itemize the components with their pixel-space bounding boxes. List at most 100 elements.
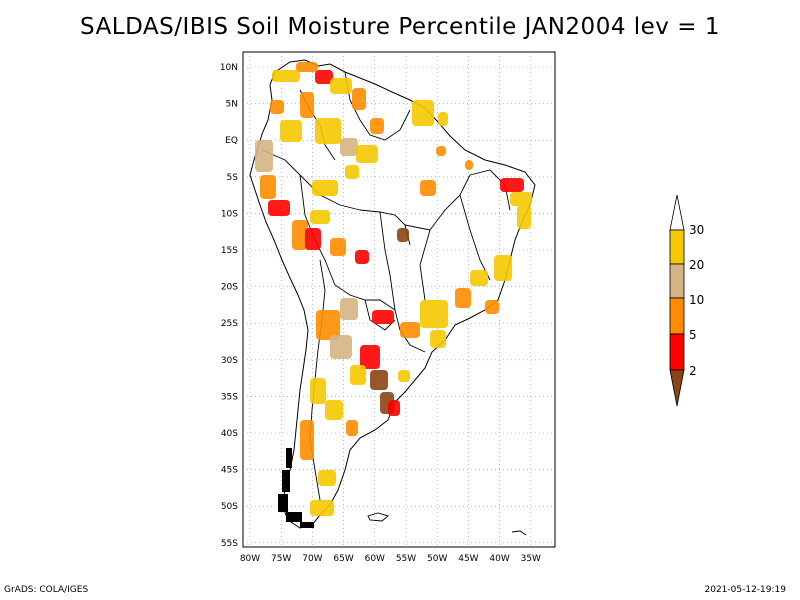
percentile-patch (292, 220, 308, 250)
percentile-patch (465, 160, 473, 170)
percentile-patch (360, 345, 380, 369)
percentile-patch (325, 400, 343, 420)
percentile-patch (315, 118, 341, 144)
percentile-patch (355, 250, 369, 264)
percentile-patch (300, 92, 314, 118)
percentile-patch (372, 310, 394, 324)
percentile-patch (350, 365, 366, 385)
percentile-patch (517, 205, 531, 229)
lat-tick-label: 45S (221, 466, 238, 476)
legend-below-2 (669, 369, 685, 407)
percentile-patch (356, 145, 378, 163)
lon-tick-label: 40W (489, 554, 509, 564)
percentile-patch (318, 470, 336, 486)
percentile-patch (485, 300, 499, 314)
lat-tick-label: 40S (221, 429, 238, 439)
axis-tick-labels: 80W 75W 70W 65W 60W 55W 50W 45W 40W 35W 10N 5N EQ 5S 1… (220, 63, 541, 564)
percentile-patch (340, 138, 358, 156)
legend-label-2: 2 (689, 364, 697, 378)
percentile-patch (310, 210, 330, 224)
legend-label-20: 20 (689, 258, 704, 272)
percentile-patch (345, 165, 359, 179)
lon-tick-label: 60W (365, 554, 385, 564)
footer-timestamp: 2021-05-12-19:19 (704, 585, 787, 595)
lat-tick-label: 15S (221, 246, 238, 256)
percentile-patch (370, 118, 384, 134)
lat-tick-label: 10N (220, 63, 238, 73)
soil-moisture-patches (255, 62, 532, 516)
percentile-patch (255, 140, 273, 172)
percentile-patch (330, 238, 346, 256)
percentile-patch (312, 180, 338, 196)
lon-tick-label: 35W (521, 554, 541, 564)
footer-credit: GrADS: COLA/IGES (4, 585, 89, 595)
percentile-patch (315, 70, 333, 84)
legend-above-30 (669, 194, 685, 231)
lat-tick-label: 55S (221, 539, 238, 549)
lon-tick-label: 45W (458, 554, 478, 564)
lat-tick-label: 35S (221, 392, 238, 402)
lat-tick-label: 30S (221, 356, 238, 366)
percentile-patch (430, 330, 446, 348)
legend-20-30 (669, 229, 685, 265)
percentile-patch (268, 200, 290, 216)
percentile-patch (316, 310, 340, 340)
legend-10-20 (669, 263, 685, 299)
lat-tick-label: 5S (227, 173, 239, 183)
lon-tick-label: 55W (396, 554, 416, 564)
percentile-patch (510, 192, 532, 206)
lon-tick-label: 65W (333, 554, 353, 564)
percentile-patch (470, 270, 488, 286)
percentile-patch (260, 175, 276, 199)
percentile-patch (270, 100, 284, 114)
percentile-patch (296, 62, 318, 72)
percentile-patch (340, 298, 358, 320)
percentile-patch (398, 370, 410, 382)
lat-tick-label: 25S (221, 319, 238, 329)
percentile-patch (397, 228, 409, 242)
percentile-patch (310, 378, 326, 404)
percentile-patch (494, 255, 512, 281)
percentile-patch (388, 400, 400, 416)
legend-label-5: 5 (689, 328, 697, 342)
percentile-patch (400, 322, 420, 338)
legend-label-10: 10 (689, 293, 704, 307)
percentile-patch (455, 288, 471, 308)
percentile-patch (330, 335, 352, 359)
lon-tick-label: 75W (271, 554, 291, 564)
lon-tick-label: 50W (427, 554, 447, 564)
percentile-patch (305, 228, 321, 250)
percentile-patch (436, 146, 446, 156)
percentile-patch (438, 112, 448, 126)
percentile-patch (420, 180, 436, 196)
percentile-patch (272, 70, 300, 82)
south-america-coastline (249, 59, 536, 529)
lat-tick-label: 20S (221, 283, 238, 293)
percentile-patch (346, 420, 358, 436)
lat-tick-label: 10S (221, 209, 238, 219)
legend-label-30: 30 (689, 223, 704, 237)
percentile-patch (420, 300, 448, 328)
lat-tick-label: EQ (225, 136, 238, 146)
percentile-patch (300, 420, 314, 460)
land-layer (249, 59, 536, 536)
lon-tick-label: 80W (240, 554, 260, 564)
percentile-patch (412, 100, 434, 126)
percentile-patch (370, 370, 388, 390)
lat-tick-label: 5N (226, 100, 238, 110)
lon-tick-label: 70W (302, 554, 322, 564)
south-georgia-outline (511, 530, 527, 536)
falkland-islands (367, 512, 389, 522)
legend-colorbar: 30 20 10 5 2 (669, 194, 704, 407)
lat-tick-label: 50S (221, 502, 238, 512)
chile-fjords (278, 448, 314, 528)
percentile-patch (280, 120, 302, 142)
map-title: SALDAS/IBIS Soil Moisture Percentile JAN… (80, 14, 720, 40)
percentile-patch (330, 78, 352, 94)
percentile-patch (352, 88, 366, 110)
legend-5-10 (669, 297, 685, 335)
legend-2-5 (669, 333, 685, 371)
percentile-patch (310, 500, 334, 516)
percentile-patch (500, 178, 524, 192)
